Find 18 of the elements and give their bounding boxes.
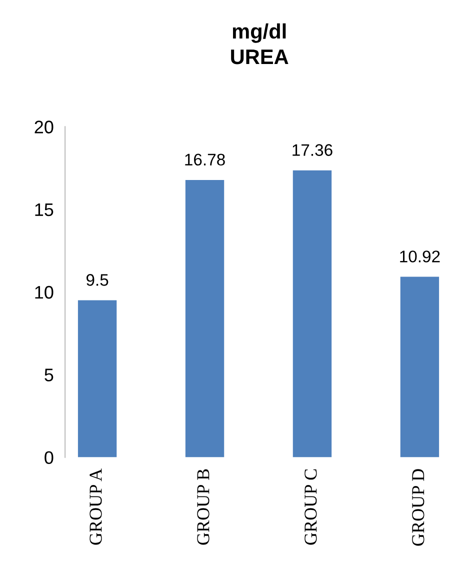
bar bbox=[292, 170, 332, 458]
data-label: 17.36 bbox=[292, 144, 332, 156]
y-tick-label: 20 bbox=[34, 120, 54, 134]
y-tick-label: 5 bbox=[44, 368, 54, 382]
bar bbox=[185, 180, 224, 458]
chart-title: mg/dl UREA bbox=[231, 23, 288, 64]
data-label: 9.5 bbox=[86, 274, 108, 286]
x-tick-label: GROUP A bbox=[90, 468, 102, 545]
x-tick-label: GROUP B bbox=[197, 469, 210, 545]
y-tick-label: 0 bbox=[44, 451, 54, 464]
bar bbox=[78, 300, 117, 458]
x-tick-label: GROUP D bbox=[412, 469, 424, 546]
y-tick-label: 15 bbox=[35, 203, 54, 216]
bar bbox=[400, 276, 440, 458]
x-tick-label: GROUP C bbox=[304, 469, 317, 545]
y-tick-label: 10 bbox=[35, 286, 54, 299]
data-label: 10.92 bbox=[400, 250, 440, 262]
data-label: 16.78 bbox=[185, 154, 225, 166]
